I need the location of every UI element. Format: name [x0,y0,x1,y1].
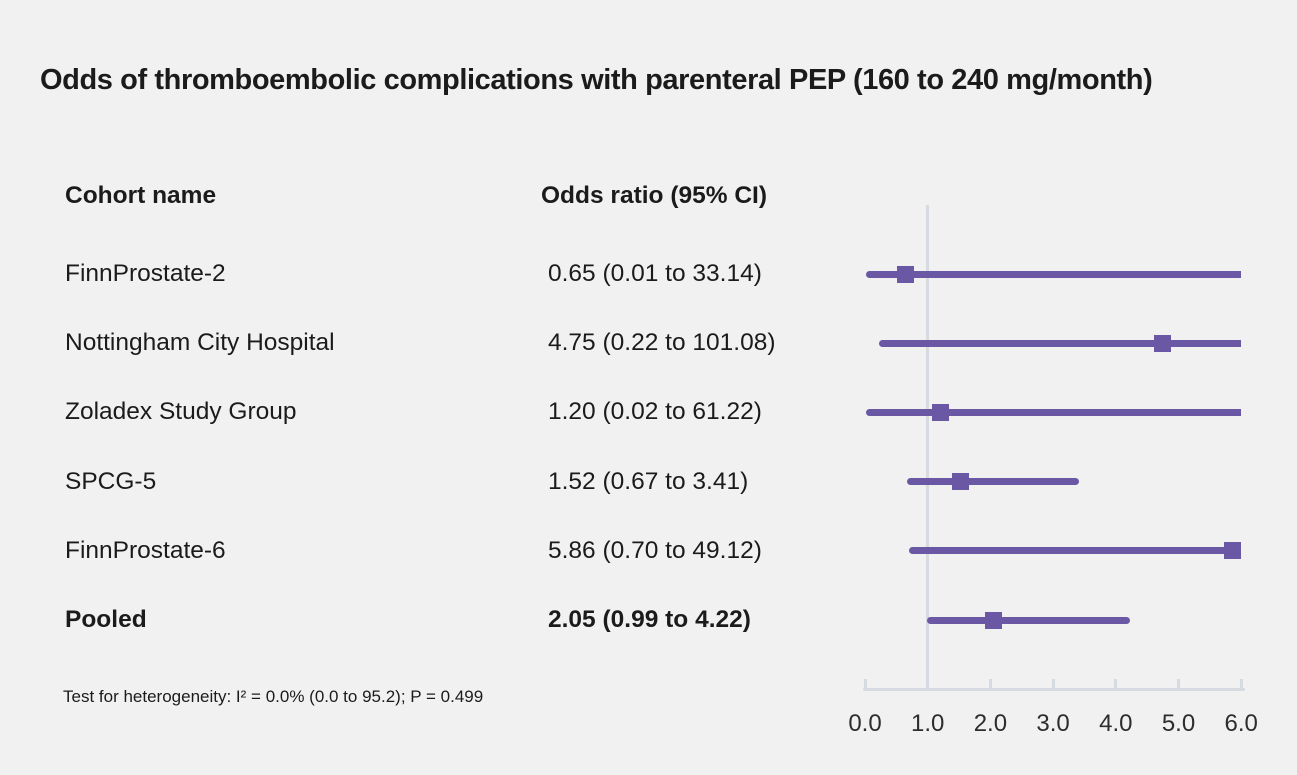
axis-tick [863,679,867,688]
ci-line [866,408,1242,416]
cohort-label: FinnProstate-6 [65,536,226,564]
reference-line [926,205,929,691]
axis-tick-label: 2.0 [973,710,1008,737]
cohort-label: Zoladex Study Group [65,398,297,426]
odds-ratio-label: 0.65 (0.01 to 33.14) [548,260,762,287]
axis-tick-label: 5.0 [1161,710,1196,737]
axis-tick-label: 3.0 [1036,710,1070,737]
heterogeneity-note: Test for heterogeneity: I² = 0.0% (0.0 t… [63,687,484,706]
axis-tick [988,679,992,688]
ci-line [927,616,1130,624]
column-header-cohort: Cohort name [65,182,217,209]
ci-line [865,270,1242,278]
or-marker [951,473,969,491]
cohort-label: SPCG-5 [65,467,157,495]
axis-tick-label: 1.0 [911,710,945,737]
odds-ratio-label: 2.05 (0.99 to 4.22) [548,606,751,633]
ci-line [907,478,1079,486]
or-marker [931,403,949,421]
cohort-label: FinnProstate-2 [65,260,226,287]
column-header-odds-ratio: Odds ratio (95% CI) [541,182,767,209]
cohort-label: Nottingham City Hospital [65,329,335,357]
chart-title: Odds of thromboembolic complications wit… [40,64,1153,96]
cohort-label: Pooled [65,606,147,633]
or-marker [1154,334,1172,352]
axis-tick [1114,679,1118,688]
axis-tick-label: 0.0 [848,710,882,737]
axis-tick [1177,679,1180,688]
odds-ratio-label: 4.75 (0.22 to 101.08) [548,329,776,357]
or-marker [985,611,1003,629]
axis-tick [1239,679,1243,688]
odds-ratio-label: 1.20 (0.02 to 61.22) [548,398,762,426]
or-marker [897,265,915,283]
or-marker [1223,542,1241,560]
odds-ratio-label: 1.52 (0.67 to 3.41) [548,467,749,495]
odds-ratio-label: 5.86 (0.70 to 49.12) [548,536,762,564]
axis-tick [1051,679,1055,688]
ci-line [908,547,1242,555]
axis-tick-label: 4.0 [1099,710,1133,737]
axis-tick-label: 6.0 [1224,710,1258,737]
axis-tick [926,679,930,688]
x-axis-line [863,688,1245,691]
ci-line [878,339,1242,347]
